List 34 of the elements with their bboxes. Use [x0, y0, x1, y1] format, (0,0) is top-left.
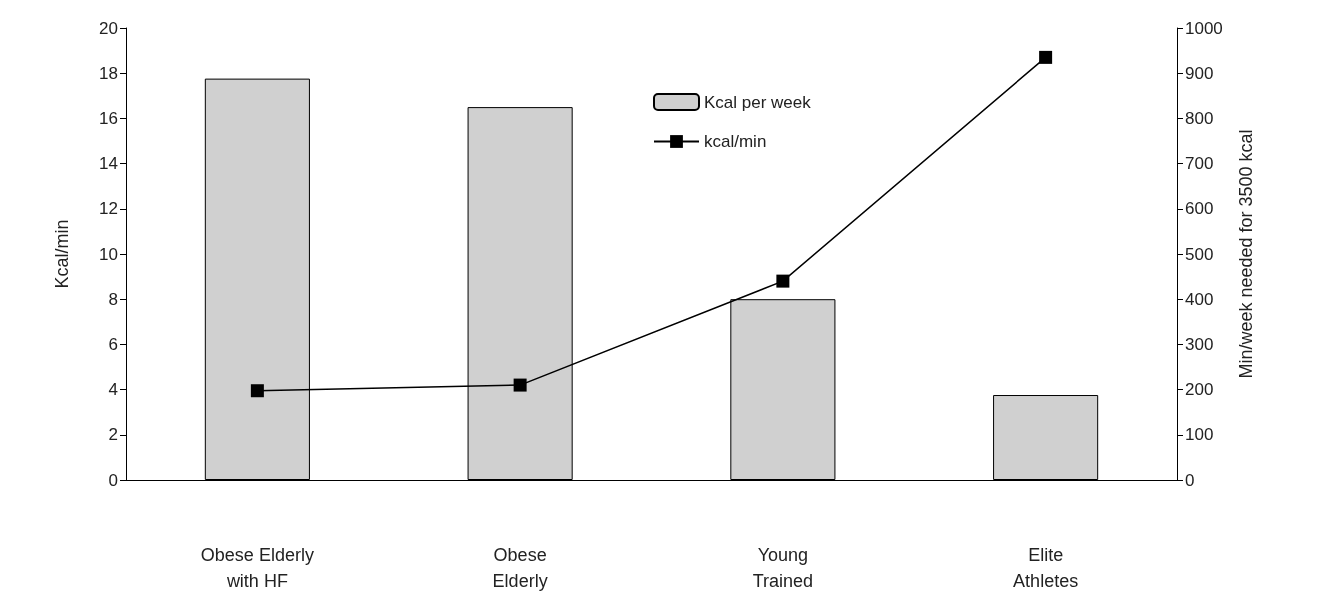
y-axis-title: Kcal/min	[52, 219, 72, 289]
point	[1039, 50, 1053, 64]
y-tick-label: 18	[99, 63, 118, 83]
point	[250, 384, 264, 398]
x-tick-label: Obese Elderly with HF	[200, 545, 314, 591]
y2-tick-label: 700	[1185, 154, 1214, 174]
y2-tick-label: 300	[1185, 334, 1214, 354]
x-tick-label: Elite Athletes	[1013, 545, 1079, 591]
y2-tick-label: 400	[1185, 289, 1214, 309]
point	[513, 378, 527, 392]
y2-tick-label: 0	[1185, 470, 1195, 490]
y-tick-label: 10	[99, 244, 118, 264]
y-tick-label: 2	[108, 425, 118, 445]
x-tick-label: Obese Elderly	[492, 545, 548, 591]
y2-tick-label: 200	[1185, 380, 1214, 400]
point	[776, 274, 790, 288]
y2-tick-label: 600	[1185, 199, 1214, 219]
y2-tick-label: 100	[1185, 425, 1214, 445]
legend-label: kcal/min	[704, 132, 767, 151]
y-tick-label: 14	[99, 154, 118, 174]
y2-tick-label: 800	[1185, 108, 1214, 128]
y-tick-label: 16	[99, 108, 118, 128]
y-tick-label: 20	[99, 18, 118, 38]
y2-axis-title: Min/week needed for 3500 kcal	[1236, 129, 1256, 379]
y-tick-label: 12	[99, 199, 118, 219]
y-tick-label: 8	[108, 289, 118, 309]
y2-tick-label: 900	[1185, 63, 1214, 83]
legend-label: Kcal per week	[704, 92, 812, 112]
y-tick-label: 0	[108, 470, 118, 490]
x-tick-label: Young Trained	[752, 545, 814, 591]
y2-tick-label: 500	[1185, 244, 1214, 264]
y-tick-label: 6	[108, 334, 118, 354]
y2-tick-label: 1000	[1185, 18, 1223, 38]
y-tick-label: 4	[108, 380, 118, 400]
